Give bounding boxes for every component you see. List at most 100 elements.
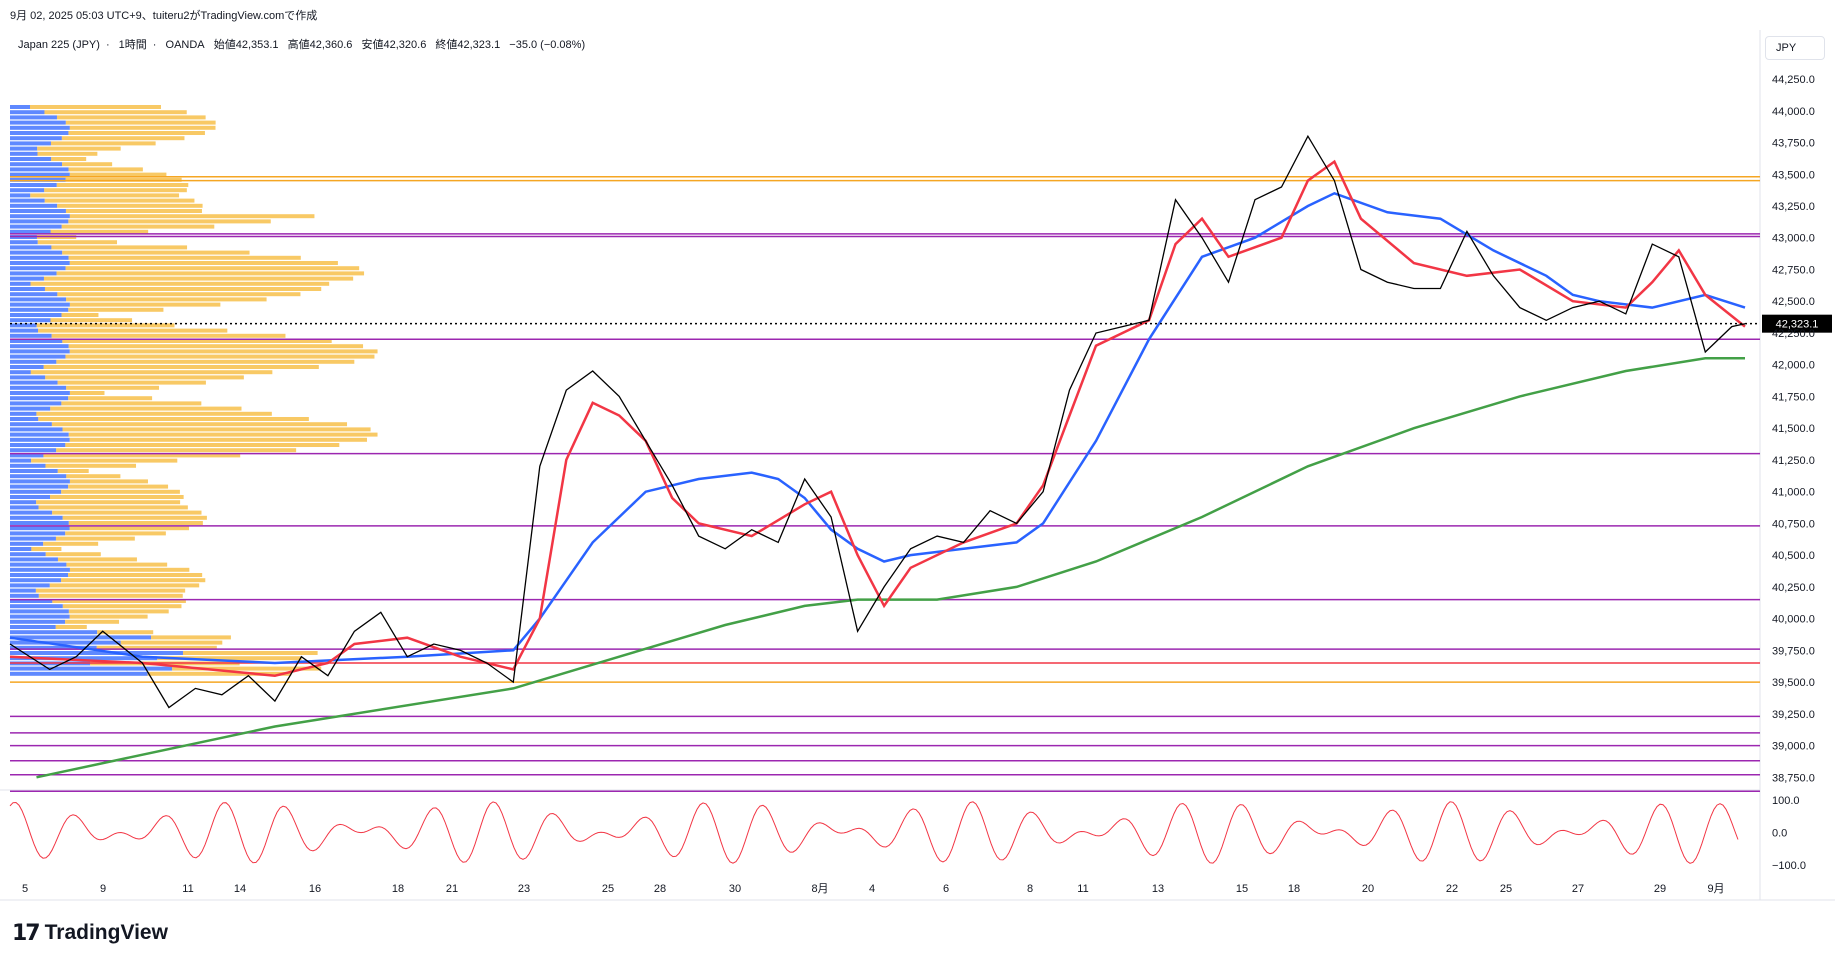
volume-bar-orange — [69, 526, 190, 531]
volume-bar-blue — [10, 318, 51, 323]
price-line — [9, 134, 1746, 709]
y-tick-label: 40,250.0 — [1772, 582, 1815, 594]
volume-bar-orange — [31, 547, 62, 551]
volume-bar-blue — [10, 136, 62, 141]
volume-bar-orange — [65, 531, 166, 536]
volume-bar-blue — [10, 380, 58, 385]
volume-bar-blue — [10, 313, 62, 317]
volume-bar-blue — [10, 110, 45, 115]
volume-bar-blue — [10, 276, 44, 281]
volume-bar-blue — [10, 266, 66, 271]
symbol-name: Japan 225 (JPY) — [18, 39, 100, 51]
high-value: 高値42,360.6 — [287, 39, 353, 51]
volume-bar-blue — [10, 656, 158, 661]
volume-bar-orange — [30, 370, 273, 375]
volume-bar-orange — [51, 333, 286, 338]
volume-bar-orange — [44, 188, 187, 193]
volume-bar-blue — [10, 401, 62, 406]
volume-bar-blue — [10, 245, 52, 250]
volume-bar-orange — [44, 287, 322, 291]
volume-bar-blue — [10, 541, 44, 546]
currency-button[interactable]: JPY — [1765, 36, 1825, 60]
volume-bar-blue — [10, 349, 70, 354]
symbol-legend[interactable]: Japan 225 (JPY) · 1時間 · OANDA 始値42,353.1 高… — [18, 39, 586, 51]
tradingview-logo[interactable]: 𝟭𝟳 TradingView — [12, 920, 168, 946]
volume-bar-orange — [68, 396, 153, 401]
y-tick-label: 42,250.0 — [1772, 328, 1815, 340]
volume-bar-blue — [10, 219, 69, 224]
volume-bar-blue — [10, 453, 44, 458]
volume-bar-blue — [10, 172, 70, 177]
volume-bar-orange — [157, 656, 302, 661]
volume-bar-orange — [66, 474, 121, 479]
volume-bar-blue — [10, 593, 39, 598]
volume-bar-orange — [62, 339, 332, 343]
volume-bar-orange — [97, 630, 154, 635]
volume-bar-blue — [10, 463, 46, 468]
y-tick-label: 40,750.0 — [1772, 518, 1815, 530]
volume-bar-orange — [69, 125, 216, 130]
volume-bar-orange — [69, 479, 148, 484]
x-tick-label: 14 — [234, 883, 246, 895]
oscillator-tick-label: 0.0 — [1772, 828, 1787, 840]
volume-bar-blue — [10, 209, 66, 213]
volume-bar-orange — [38, 593, 183, 598]
volume-bar-orange — [37, 240, 118, 245]
volume-bar-blue — [10, 370, 31, 375]
volume-bar-blue — [10, 645, 97, 650]
y-tick-label: 41,250.0 — [1772, 455, 1815, 467]
last-price-tag — [1762, 314, 1832, 333]
y-tick-label: 41,500.0 — [1772, 423, 1815, 435]
volume-bar-blue — [10, 333, 52, 338]
last-price-label: 42,323.1 — [1776, 319, 1819, 331]
volume-bar-blue — [10, 344, 69, 349]
volume-bar-orange — [69, 214, 315, 219]
volume-bar-orange — [65, 443, 340, 447]
volume-bar-orange — [66, 562, 168, 567]
y-tick-label: 41,750.0 — [1772, 391, 1815, 403]
volume-bar-blue — [10, 255, 69, 260]
volume-bar-orange — [50, 495, 184, 499]
volume-bar-blue — [10, 489, 62, 494]
volume-bar-orange — [62, 162, 113, 167]
volume-bar-orange — [50, 406, 242, 411]
volume-bar-blue — [10, 146, 38, 151]
y-tick-label: 43,750.0 — [1772, 138, 1815, 150]
volume-bar-blue — [10, 448, 57, 453]
volume-bar-orange — [56, 448, 297, 453]
volume-bar-blue — [10, 495, 51, 499]
volume-bar-orange — [172, 666, 322, 671]
volume-bar-blue — [10, 198, 45, 203]
volume-bar-orange — [62, 250, 250, 255]
volume-bar-blue — [10, 115, 57, 120]
oscillator-tick-label: 100.0 — [1772, 795, 1800, 807]
volume-bar-orange — [69, 437, 367, 442]
volume-bar-blue — [10, 500, 37, 505]
y-tick-label: 42,000.0 — [1772, 360, 1815, 372]
x-tick-label: 13 — [1152, 883, 1164, 895]
volume-bar-blue — [10, 505, 39, 510]
volume-bar-orange — [51, 422, 348, 427]
volume-bar-orange — [69, 567, 190, 572]
volume-bar-orange — [68, 344, 364, 349]
volume-bar-blue — [10, 422, 52, 427]
volume-bar-orange — [61, 489, 180, 494]
volume-bar-blue — [10, 339, 63, 343]
volume-bar-orange — [43, 365, 319, 369]
volume-bar-orange — [52, 510, 202, 515]
volume-bar-orange — [61, 224, 215, 229]
volume-bar-orange — [56, 183, 189, 187]
volume-bar-orange — [69, 302, 221, 307]
volume-bar-orange — [56, 359, 355, 364]
brand-text: TradingView — [44, 921, 168, 944]
volume-bar-orange — [57, 380, 206, 385]
volume-bar-blue — [10, 287, 45, 291]
volume-bar-orange — [51, 157, 87, 161]
oscillator-tick-label: −100.0 — [1772, 860, 1806, 872]
volume-bar-orange — [66, 385, 160, 390]
volume-bar-orange — [69, 614, 148, 619]
volume-bar-orange — [37, 146, 121, 151]
volume-bar-orange — [43, 453, 241, 458]
volume-bar-blue — [10, 365, 44, 369]
